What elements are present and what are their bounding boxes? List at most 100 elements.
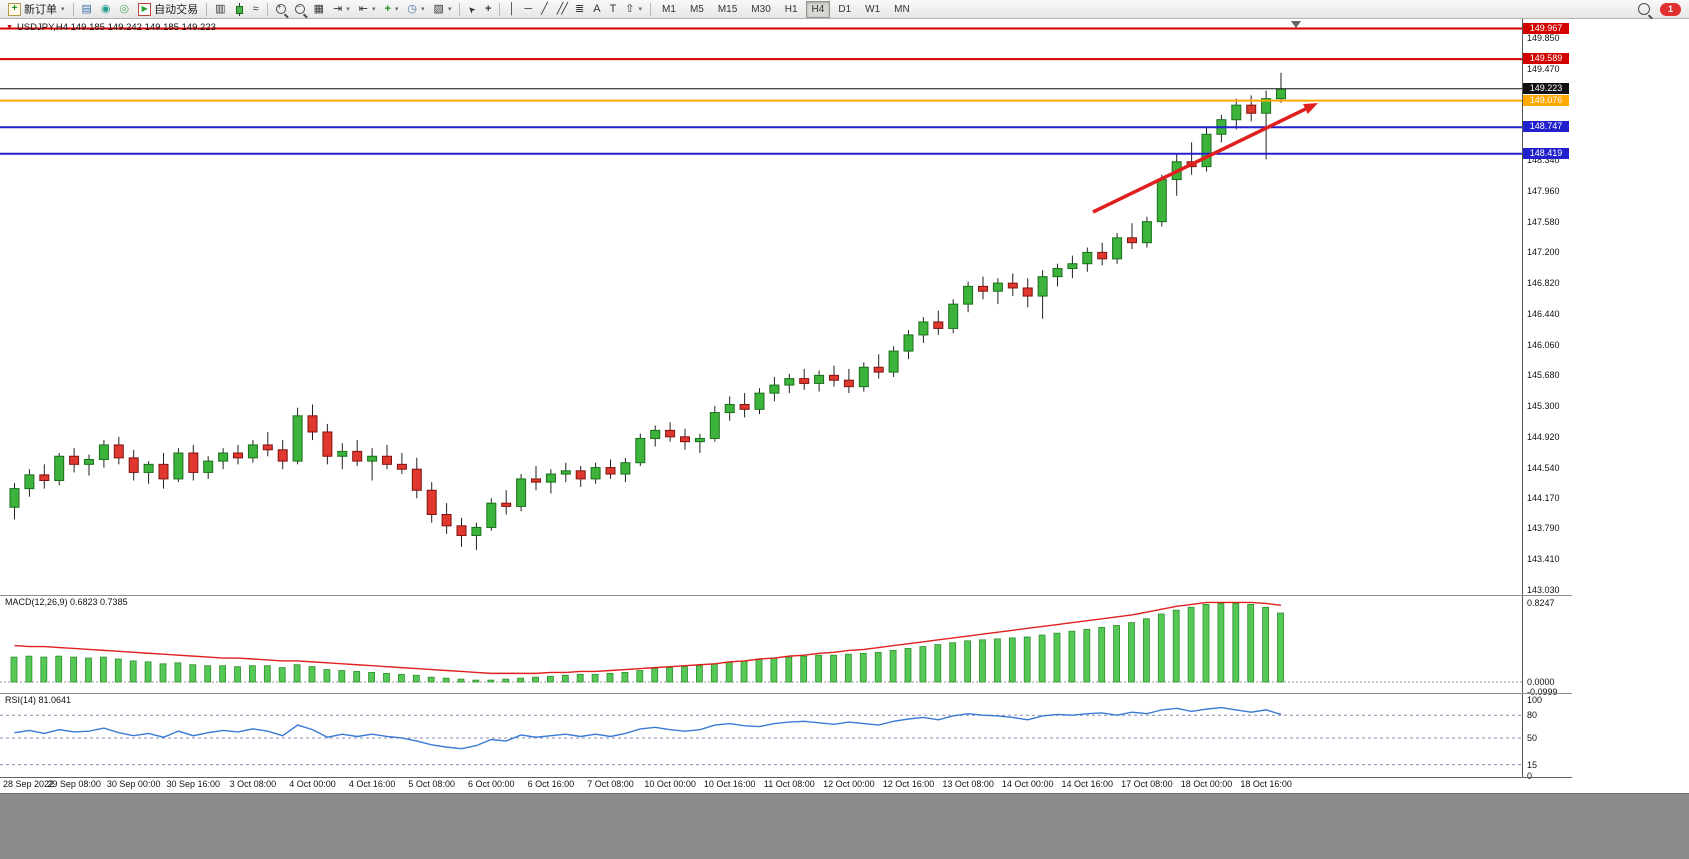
price-tick: 149.850 (1527, 33, 1560, 43)
macd-label: MACD(12,26,9) 0.6823 0.7385 (5, 597, 128, 607)
date-axis[interactable]: 28 Sep 2022 29 Sep 08:00 30 Sep 00:00 30 Se… (0, 778, 1594, 792)
price-lines (0, 27, 1522, 155)
price-tag: 148.419 (1523, 147, 1569, 159)
periods-icon: ◷ (407, 2, 418, 15)
price-tick: 145.300 (1527, 401, 1560, 412)
chart-profile-button[interactable]: ▤ (78, 1, 96, 18)
auto-scroll-button[interactable]: ⇥ ▾ (329, 1, 354, 18)
date-tick: 10 Oct 16:00 (703, 779, 756, 789)
search-icon[interactable] (1638, 3, 1650, 15)
rsi-tick: 80 (1527, 710, 1538, 721)
bars-chart-icon: ▥ (215, 2, 226, 15)
price-tag: 149.076 (1523, 94, 1569, 106)
price-tick: 145.680 (1527, 370, 1560, 381)
chevron-down-icon: ▾ (371, 6, 376, 13)
timeframe-button-d1[interactable]: D1 (838, 3, 852, 15)
new-order-label: 新订单 (24, 4, 57, 16)
status-strip (0, 793, 1689, 859)
chart-shift-icon: ⇤ (358, 2, 368, 15)
fibonacci-icon: ≣ (575, 2, 585, 15)
timeframe-button-w1[interactable]: W1 (865, 3, 881, 15)
new-order-icon: + (8, 2, 21, 16)
timeframe-button-h1[interactable]: H1 (784, 3, 798, 15)
macd-panel-resize-handle[interactable] (0, 595, 1572, 596)
bars-chart-button[interactable]: ▥ (211, 1, 229, 18)
timeframe-button-m5[interactable]: M5 (689, 3, 704, 15)
toolbar-separator (650, 2, 652, 16)
symbol-ohlc-label: USDJPY,H4 149.185 149.242 149.185 149.22… (16, 22, 216, 33)
timeframe-button-h4[interactable]: H4 (805, 0, 831, 18)
date-tick: 14 Oct 16:00 (1061, 779, 1114, 789)
chart-shift-marker[interactable] (1291, 21, 1301, 28)
timeframe-button-m30[interactable]: M30 (751, 3, 771, 15)
date-tick: 18 Oct 16:00 (1240, 779, 1292, 789)
arrow-tool-icon: ⇧ (625, 2, 635, 15)
price-tag: 149.589 (1523, 53, 1569, 65)
auto-trading-button[interactable]: ▶ 自动交易 (134, 1, 202, 18)
history-center-button[interactable]: ◎ (116, 1, 134, 18)
toolbar: + 新订单 ▾ ▤ ◉ ◎ ▶ 自动交易 ▥ ≈ + − ▦ ⇥ ▾ ⇤ ▾ + ▾ … (0, 0, 1689, 19)
chart-shift-button[interactable]: ⇤ ▾ (355, 1, 380, 18)
date-tick: 28 Sep 2022 (3, 779, 55, 789)
horizontal-line-button[interactable]: ─ (520, 1, 536, 18)
text-button[interactable]: A (589, 1, 604, 18)
date-tick: 17 Oct 08:00 (1121, 779, 1173, 789)
rsi-tick: 50 (1527, 733, 1538, 743)
line-chart-button[interactable]: ≈ (249, 1, 263, 18)
date-tick: 7 Oct 08:00 (587, 779, 634, 789)
crosshair-button[interactable]: + (481, 1, 495, 18)
rsi-panel-canvas[interactable] (0, 694, 1522, 777)
price-axis[interactable]: 149.850 149.470 148.340 147.960 147.580 147.2… (1522, 19, 1592, 595)
date-tick: 10 Oct 00:00 (644, 779, 696, 789)
timeframe-button-mn[interactable]: MN (894, 3, 910, 15)
timeframe-button-m15[interactable]: M15 (717, 3, 738, 15)
date-tick: 4 Oct 16:00 (348, 779, 396, 789)
chevron-down-icon: ▾ (346, 6, 350, 13)
chart-header: ▼ USDJPY,H4 149.185 149.242 149.185 149.… (6, 22, 216, 33)
toolbar-separator (499, 2, 501, 16)
zoom-in-icon: + (275, 4, 286, 14)
chevron-down-icon: ▾ (394, 6, 399, 13)
date-tick: 5 Oct 08:00 (408, 779, 455, 789)
channel-button[interactable]: ╱╱ (553, 1, 570, 18)
tile-windows-button[interactable]: ▦ (310, 1, 328, 18)
price-tick: 144.170 (1527, 492, 1560, 503)
date-tick: 12 Oct 16:00 (882, 779, 935, 789)
indicators-button[interactable]: + ▾ (380, 1, 402, 18)
vertical-line-button[interactable]: │ (504, 1, 519, 18)
cursor-icon: ➤ (465, 3, 479, 16)
text-icon: A (593, 2, 601, 15)
macd-panel-canvas[interactable] (0, 596, 1522, 693)
toolbar-separator (72, 2, 74, 16)
notifications-badge[interactable]: 1 (1660, 2, 1681, 16)
crosshair-icon: + (485, 2, 492, 15)
macd-histogram (10, 603, 1284, 683)
templates-button[interactable]: ▧ ▾ (430, 1, 456, 18)
zoom-out-button[interactable]: − (291, 1, 309, 18)
timeframe-button-m1[interactable]: M1 (662, 3, 676, 15)
trend-line-button[interactable]: ╱ (537, 1, 552, 18)
new-order-button[interactable]: + 新订单 ▾ (4, 1, 69, 18)
history-center-icon: ◎ (119, 2, 130, 15)
date-tick: 3 Oct 08:00 (229, 779, 277, 789)
fibonacci-button[interactable]: ≣ (571, 1, 588, 18)
auto-scroll-icon: ⇥ (333, 2, 343, 15)
candlestick-chart-button[interactable] (231, 1, 248, 18)
date-tick: 4 Oct 00:00 (289, 779, 336, 789)
rsi-panel-resize-handle[interactable] (0, 693, 1572, 694)
periods-button[interactable]: ◷ ▾ (403, 1, 428, 18)
date-tick: 13 Oct 08:00 (942, 779, 994, 789)
zoom-in-button[interactable]: + (272, 1, 290, 18)
text-label-button[interactable]: T (606, 1, 621, 18)
date-tick: 6 Oct 00:00 (468, 779, 515, 789)
macd-axis: 0.8247 0.0000 -0.0999 (1522, 596, 1592, 697)
arrows-button[interactable]: ⇧ ▾ (621, 1, 646, 18)
price-tick: 146.060 (1527, 339, 1560, 350)
cursor-button[interactable]: ➤ (464, 1, 480, 18)
rsi-tick: 100 (1527, 695, 1543, 705)
date-axis-border (0, 777, 1572, 778)
main-chart-canvas[interactable] (0, 19, 1522, 595)
community-button[interactable]: ◉ (97, 1, 115, 18)
price-tick: 147.960 (1527, 185, 1560, 196)
